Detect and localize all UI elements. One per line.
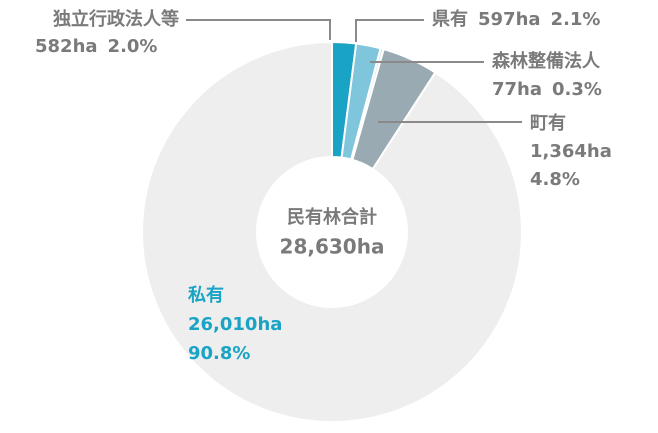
leader-line xyxy=(186,19,331,40)
value-label: 26,010ha xyxy=(188,314,282,335)
percent-label: 2.1% xyxy=(551,9,601,30)
slice-label: 町有 xyxy=(530,112,566,134)
center-total: 28,630ha xyxy=(280,235,385,259)
category-label: 県有 xyxy=(432,8,468,30)
slice-value: 77ha 0.3% xyxy=(492,79,602,100)
percent-label: 90.8% xyxy=(188,343,250,364)
percent-label: 0.3% xyxy=(552,79,602,100)
slice xyxy=(141,40,523,423)
percent-label: 2.0% xyxy=(108,36,158,57)
value-label: 597ha xyxy=(478,9,541,30)
value-label: 582ha xyxy=(35,36,98,57)
center-title: 民有林合計 xyxy=(287,206,377,228)
slice-label: 森林整備法人 xyxy=(492,50,601,72)
percent-label: 4.8% xyxy=(530,169,580,190)
slice-value: 582ha 2.0% xyxy=(35,36,157,57)
slice-label: 県有 597ha 2.1% xyxy=(432,8,600,30)
slice-label: 私有 xyxy=(188,284,224,306)
value-label: 77ha xyxy=(492,79,542,100)
value-label: 1,364ha xyxy=(530,141,612,162)
leader-line xyxy=(355,19,424,42)
slice-label: 独立行政法人等 xyxy=(53,8,179,30)
